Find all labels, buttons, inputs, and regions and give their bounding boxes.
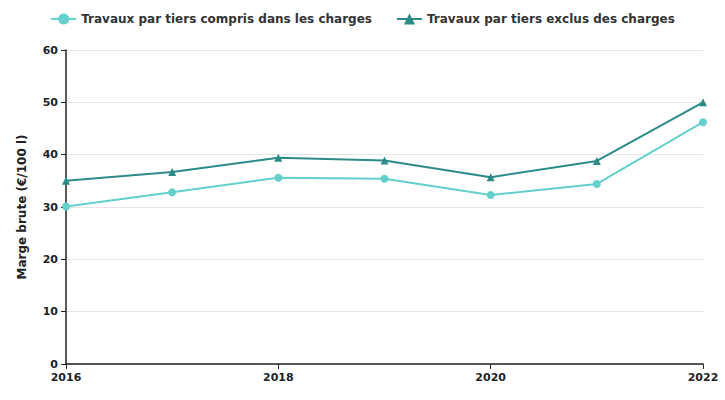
- svg-text:10: 10: [43, 305, 59, 318]
- svg-text:0: 0: [50, 358, 58, 371]
- svg-text:2022: 2022: [688, 371, 719, 384]
- svg-text:30: 30: [43, 201, 59, 214]
- svg-text:2020: 2020: [475, 371, 506, 384]
- svg-text:40: 40: [43, 148, 59, 161]
- svg-text:60: 60: [43, 44, 59, 57]
- svg-text:50: 50: [43, 96, 59, 109]
- svg-text:Marge brute (€/100 l): Marge brute (€/100 l): [15, 134, 29, 279]
- svg-text:Travaux par tiers exclus des c: Travaux par tiers exclus des charges: [427, 12, 675, 26]
- svg-text:Travaux par tiers compris dans: Travaux par tiers compris dans les charg…: [81, 12, 372, 26]
- svg-text:2018: 2018: [263, 371, 294, 384]
- svg-text:2016: 2016: [51, 371, 82, 384]
- svg-text:20: 20: [43, 253, 59, 266]
